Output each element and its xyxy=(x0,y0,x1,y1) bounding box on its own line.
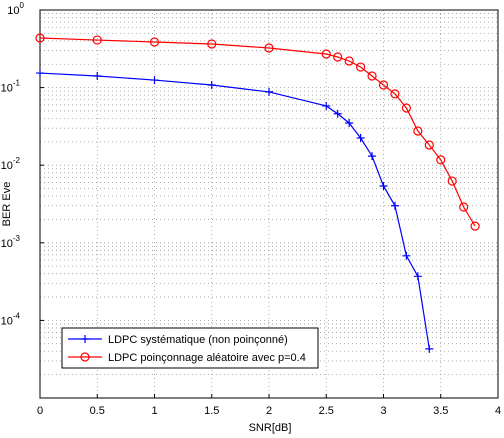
marker xyxy=(344,56,354,66)
marker xyxy=(333,52,343,62)
marker xyxy=(150,76,159,85)
legend-label: LDPC systématique (non poinçonné) xyxy=(108,334,288,346)
marker xyxy=(207,39,217,49)
x-tick-label: 1 xyxy=(151,405,157,417)
marker xyxy=(368,152,377,161)
marker xyxy=(447,176,457,186)
marker xyxy=(390,89,400,99)
y-tick-label: 100 xyxy=(7,1,24,17)
marker xyxy=(402,251,411,260)
x-tick-label: 0 xyxy=(37,405,43,417)
marker xyxy=(390,201,399,210)
y-tick-label: 10-1 xyxy=(1,79,21,95)
marker xyxy=(207,81,216,90)
marker xyxy=(425,344,434,353)
marker xyxy=(93,72,102,81)
marker xyxy=(367,71,377,81)
y-axis-label: BER Eve xyxy=(1,182,13,227)
marker xyxy=(35,33,45,43)
marker xyxy=(36,69,44,78)
marker xyxy=(413,126,423,136)
marker xyxy=(149,37,160,47)
y-tick-label: 10-2 xyxy=(1,156,21,172)
marker xyxy=(345,118,354,127)
x-tick-label: 1.5 xyxy=(204,405,219,417)
x-tick-label: 0.5 xyxy=(90,405,105,417)
x-tick-label: 4 xyxy=(495,405,501,417)
x-tick-label: 2 xyxy=(266,405,272,417)
marker xyxy=(413,272,422,281)
marker xyxy=(321,49,331,59)
marker xyxy=(459,202,469,212)
y-tick-label: 10-4 xyxy=(1,311,21,327)
legend-marker xyxy=(80,352,90,362)
x-tick-label: 2.5 xyxy=(319,405,334,417)
y-tick-label: 10-3 xyxy=(1,234,21,250)
marker xyxy=(356,62,366,72)
x-tick-label: 3.5 xyxy=(433,405,448,417)
legend-label: LDPC poinçonnage aléatoire avec p=0.4 xyxy=(108,352,306,364)
marker xyxy=(401,103,411,113)
marker xyxy=(265,87,273,96)
marker xyxy=(424,140,434,150)
x-axis-label: SNR[dB] xyxy=(249,422,292,434)
marker xyxy=(379,181,388,190)
marker xyxy=(470,221,480,231)
marker xyxy=(92,35,102,45)
line xyxy=(39,37,476,227)
legend-box xyxy=(61,327,319,369)
marker xyxy=(436,155,446,165)
marker xyxy=(264,43,274,53)
x-tick-label: 3 xyxy=(380,405,386,417)
marker xyxy=(333,109,342,118)
marker xyxy=(356,134,365,143)
marker xyxy=(322,101,331,110)
legend-marker xyxy=(81,335,89,343)
plot-frame xyxy=(39,9,499,399)
marker xyxy=(378,80,389,90)
